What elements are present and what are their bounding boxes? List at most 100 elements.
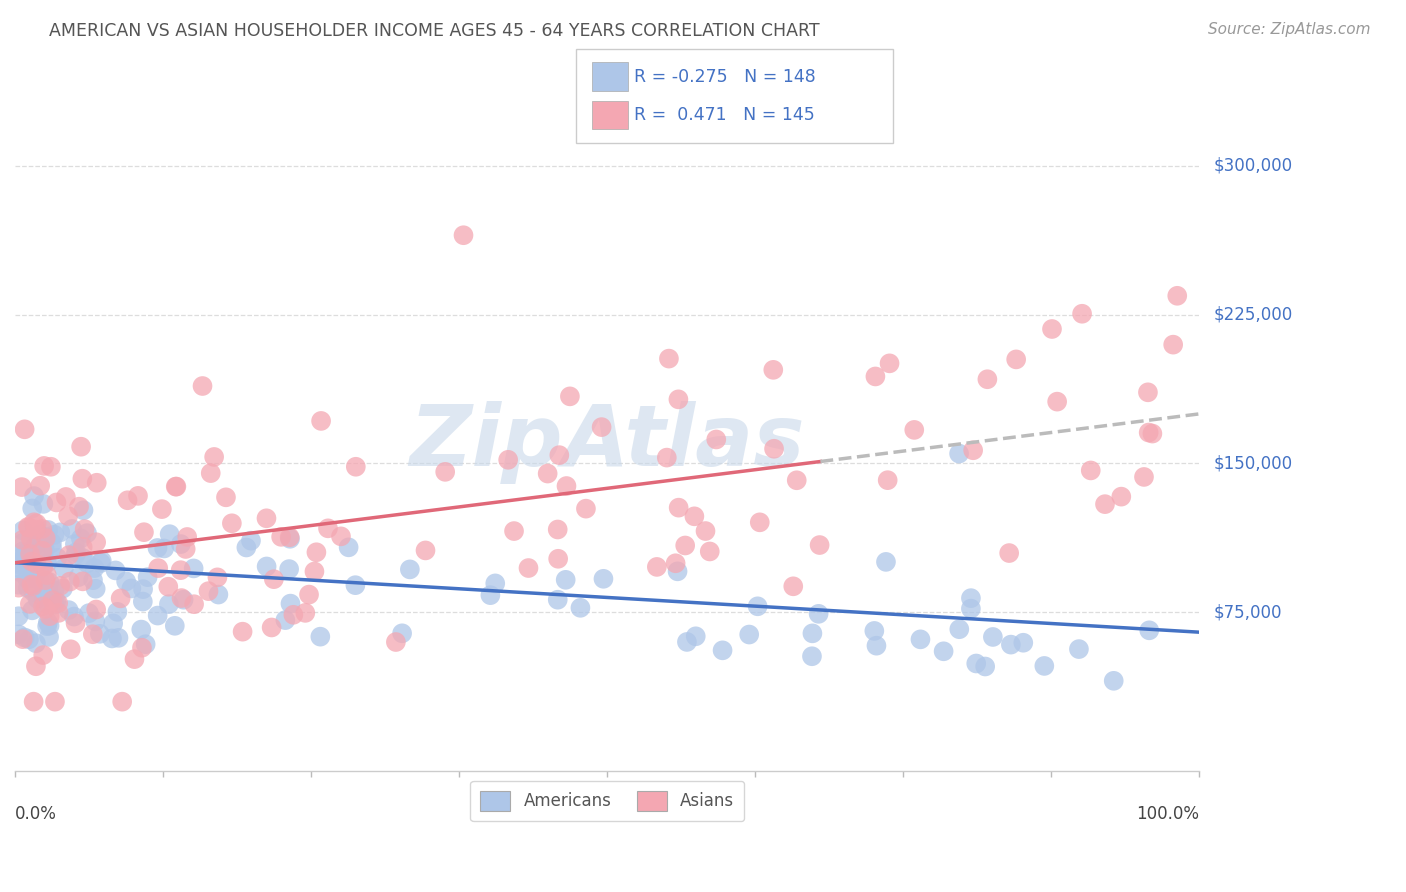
Point — [865, 639, 887, 653]
Point — [763, 442, 786, 456]
Point — [120, 582, 142, 596]
Point — [695, 524, 717, 538]
Point — [316, 521, 339, 535]
Point — [35, 530, 58, 544]
Point — [1067, 642, 1090, 657]
Point — [55, 490, 77, 504]
Point — [344, 459, 367, 474]
Point — [173, 592, 195, 607]
Point — [90, 554, 112, 568]
Point — [548, 448, 571, 462]
Point — [90, 556, 112, 570]
Point — [547, 592, 569, 607]
Point — [35, 587, 58, 601]
Point — [537, 467, 560, 481]
Point — [38, 582, 60, 596]
Point — [965, 657, 987, 671]
Point — [385, 635, 408, 649]
Point — [32, 497, 55, 511]
Point — [39, 593, 62, 607]
Point — [197, 584, 219, 599]
Point — [1161, 337, 1184, 351]
Point — [32, 458, 55, 473]
Point — [73, 522, 96, 536]
Point — [31, 544, 53, 558]
Point — [11, 480, 34, 494]
Text: $75,000: $75,000 — [1213, 603, 1282, 622]
Point — [35, 531, 58, 545]
Point — [666, 565, 689, 579]
Point — [256, 511, 278, 525]
Text: R =  0.471   N = 145: R = 0.471 N = 145 — [634, 106, 815, 124]
Point — [28, 563, 51, 577]
Point — [1166, 289, 1188, 303]
Point — [1142, 426, 1164, 441]
Point — [1102, 673, 1125, 688]
Text: Source: ZipAtlas.com: Source: ZipAtlas.com — [1208, 22, 1371, 37]
Point — [34, 602, 56, 616]
Point — [974, 659, 997, 673]
Point — [1033, 659, 1056, 673]
Point — [76, 526, 98, 541]
Point — [11, 544, 34, 558]
Point — [146, 541, 169, 555]
Point — [18, 520, 41, 534]
Point — [668, 392, 690, 407]
Point — [72, 550, 94, 565]
Point — [8, 561, 31, 575]
Point — [65, 548, 87, 562]
Point — [256, 559, 278, 574]
Point — [117, 493, 139, 508]
Point — [37, 523, 59, 537]
Point — [801, 626, 824, 640]
Point — [60, 522, 83, 536]
Point — [683, 509, 706, 524]
Point — [1040, 322, 1063, 336]
Point — [58, 603, 80, 617]
Point — [7, 581, 30, 595]
Point — [503, 524, 526, 538]
Point — [207, 570, 229, 584]
Point — [157, 597, 180, 611]
Point — [14, 545, 37, 559]
Point — [25, 516, 48, 531]
Point — [7, 555, 30, 569]
Point — [948, 446, 970, 460]
Point — [1005, 352, 1028, 367]
Point — [200, 466, 222, 480]
Point — [176, 530, 198, 544]
Point — [72, 574, 94, 589]
Point — [8, 566, 31, 580]
Point — [235, 541, 257, 555]
Point — [298, 588, 321, 602]
Point — [11, 533, 34, 547]
Point — [337, 541, 360, 555]
Point — [7, 551, 30, 566]
Point — [111, 695, 134, 709]
Point — [1046, 394, 1069, 409]
Point — [7, 609, 30, 624]
Point — [49, 579, 72, 593]
Point — [665, 556, 688, 570]
Point — [699, 544, 721, 558]
Point — [34, 542, 56, 557]
Point — [875, 555, 897, 569]
Text: $300,000: $300,000 — [1213, 157, 1292, 175]
Point — [18, 632, 41, 647]
Point — [215, 491, 238, 505]
Point — [67, 570, 90, 584]
Point — [22, 489, 45, 503]
Point — [738, 627, 761, 641]
Point — [330, 529, 353, 543]
Point — [496, 452, 519, 467]
Point — [63, 537, 86, 551]
Point — [37, 615, 59, 629]
Point — [76, 556, 98, 570]
Point — [280, 597, 302, 611]
Point — [304, 565, 326, 579]
Point — [21, 566, 44, 580]
Text: 100.0%: 100.0% — [1136, 805, 1199, 823]
Point — [25, 636, 48, 650]
Point — [38, 574, 60, 589]
Point — [25, 557, 48, 571]
